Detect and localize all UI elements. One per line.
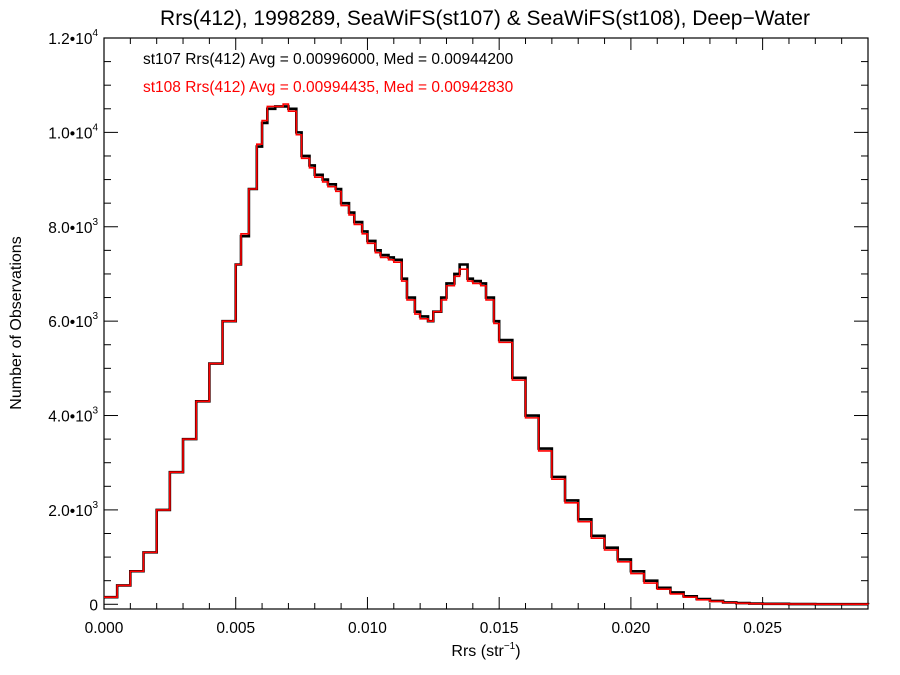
x-tick-labels: 0.000 0.005 0.010 0.015 0.020 0.025	[85, 620, 782, 637]
series-line-st108	[104, 103, 869, 606]
x-tick-label: 0.000	[85, 620, 124, 637]
plot-frame	[103, 37, 869, 610]
y-tick-label: 2.0•103	[48, 500, 98, 520]
legend-st107: st107 Rrs(412) Avg = 0.00996000, Med = 0…	[143, 51, 514, 68]
x-tick-label: 0.010	[348, 620, 387, 637]
chart-title: Rrs(412), 1998289, SeaWiFS(st107) & SeaW…	[160, 7, 810, 30]
y-tick-label: 4.0•103	[48, 406, 98, 426]
x-tick-label: 0.025	[743, 620, 782, 637]
y-tick-label: 0	[89, 597, 98, 614]
y-tick-label: 6.0•103	[48, 311, 98, 331]
x-tick-label: 0.020	[611, 620, 650, 637]
y-axis-label: Number of Observations	[8, 236, 25, 409]
series-line-st107	[104, 105, 870, 606]
legend-st108: st108 Rrs(412) Avg = 0.00994435, Med = 0…	[143, 79, 514, 96]
axis-ticks	[103, 37, 868, 609]
x-tick-label: 0.005	[216, 620, 255, 637]
y-tick-labels: 0 2.0•103 4.0•103 6.0•103 8.0•103 1.0•104 1.2•…	[48, 28, 98, 614]
y-tick-label: 1.0•104	[48, 122, 98, 142]
data-series	[104, 103, 870, 606]
x-tick-label: 0.015	[480, 620, 519, 637]
y-tick-label: 1.2•104	[48, 28, 98, 48]
x-axis-label: Rrs (str−1)	[451, 641, 520, 660]
y-tick-label: 8.0•103	[48, 217, 98, 237]
